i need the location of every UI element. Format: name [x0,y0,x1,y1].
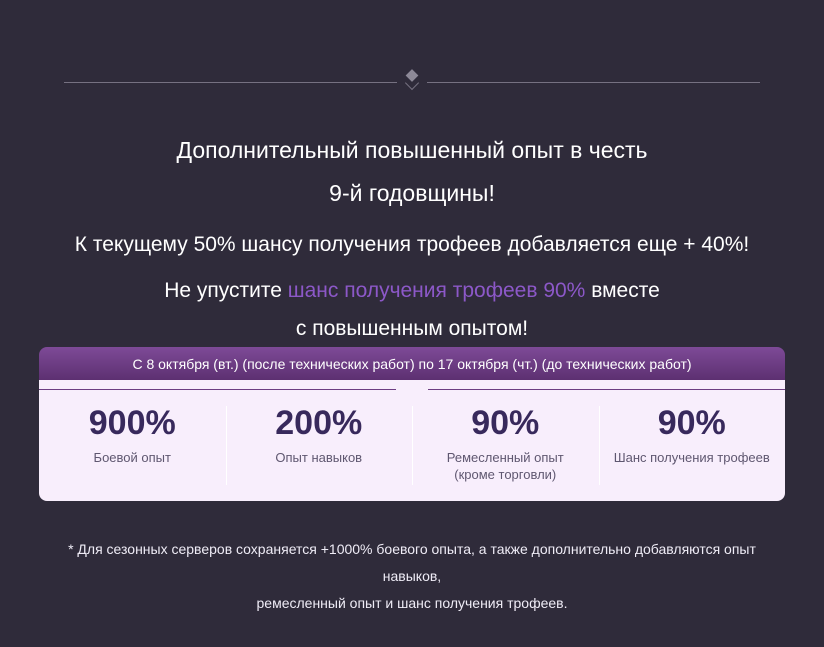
bonus-value: 90% [657,404,726,442]
bonus-column-combat-exp: 900% Боевой опыт [39,406,226,501]
bonus-column-life-exp: 90% Ремесленный опыт (кроме торговли) [412,406,599,501]
promo-chance-line1: Не упустите шанс получения трофеев 90% в… [0,272,824,310]
bonus-value: 900% [88,404,176,442]
seasonal-servers-footnote: * Для сезонных серверов сохраняется +100… [40,536,784,617]
page-title: Дополнительный повышенный опыт в честь 9… [0,129,824,215]
footnote-line2: ремесленный опыт и шанс получения трофее… [256,595,568,611]
event-period-text: С 8 октября (вт.) (после технических раб… [132,355,692,372]
promo-chance-post: вместе [585,279,660,302]
header-hairline-left [39,389,396,390]
bonus-columns: 900% Боевой опыт 200% Опыт навыков 90% Р… [39,380,785,501]
bonus-column-trophy-chance: 90% Шанс получения трофеев [598,404,786,501]
promo-chance-pre: Не упустите [164,279,288,302]
footnote-line1: * Для сезонных серверов сохраняется +100… [68,541,756,584]
bonus-label: Боевой опыт [93,450,171,465]
bonus-value: 90% [471,404,540,442]
promo-text-bonus: К текущему 50% шансу получения трофеев д… [74,233,750,256]
event-bonus-card: С 8 октября (вт.) (после технических раб… [39,347,785,501]
header-hairline-right [428,389,785,390]
bonus-column-skill-exp: 200% Опыт навыков [225,404,413,501]
section-divider [64,68,760,96]
bonus-label: Опыт навыков [275,450,363,465]
promo-text-chance: Не упустите шанс получения трофеев 90% в… [0,272,824,348]
event-bonus-body: 900% Боевой опыт 200% Опыт навыков 90% Р… [39,380,785,501]
promo-chance-line2: с повышенным опытом! [295,317,529,340]
bonus-value: 200% [275,404,363,442]
event-period-header: С 8 октября (вт.) (после технических раб… [39,347,785,380]
bonus-label: Ремесленный опыт (кроме торговли) [446,450,564,482]
promo-highlight: шанс получения трофеев 90% [287,279,586,302]
page-title-line1: Дополнительный повышенный опыт в честь [176,137,648,163]
page-title-line2: 9-й годовщины! [329,180,495,206]
divider-ornament [397,68,427,96]
bonus-label: Шанс получения трофеев [613,450,770,465]
